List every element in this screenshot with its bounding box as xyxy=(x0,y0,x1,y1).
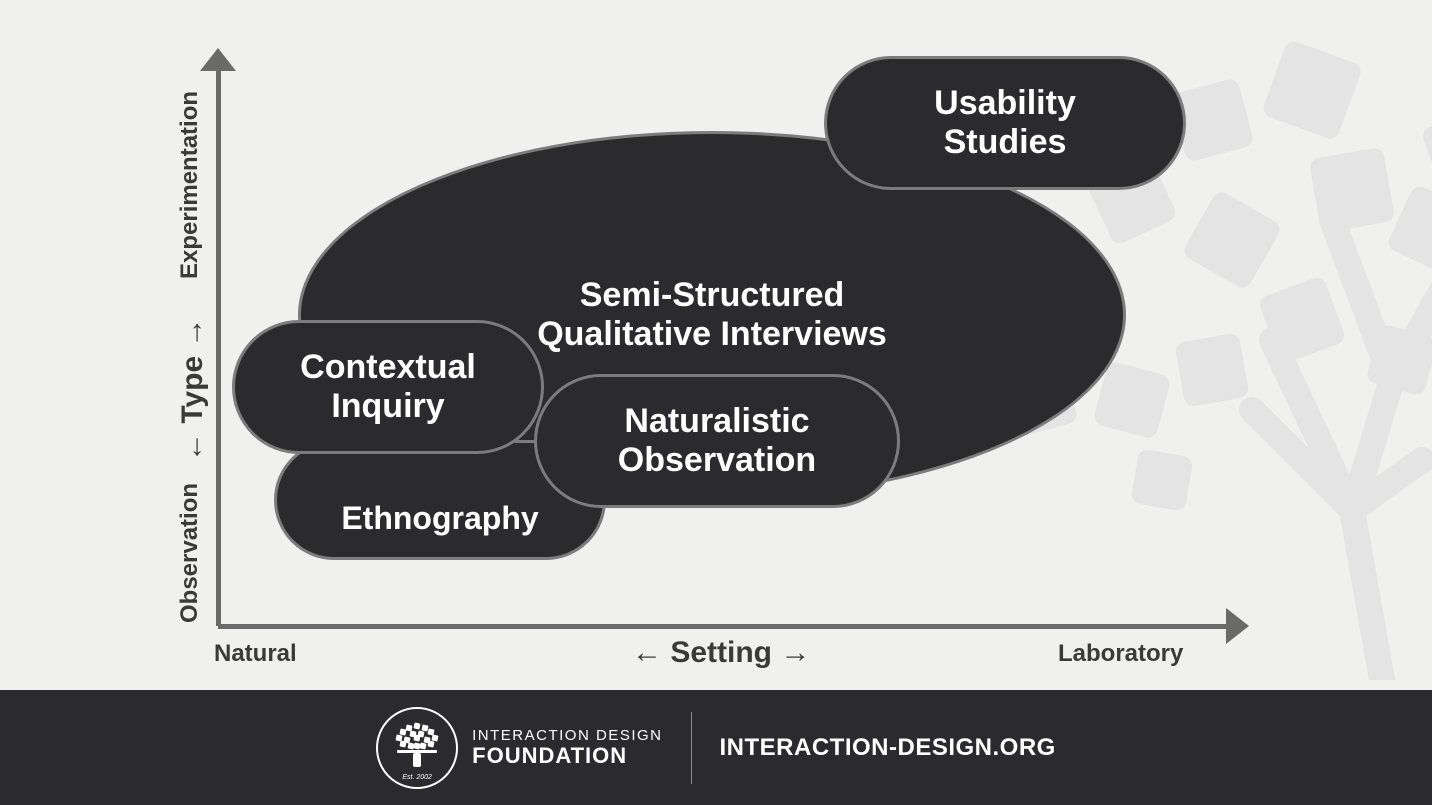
footer-url: INTERACTION-DESIGN.ORG xyxy=(720,734,1056,762)
x-axis xyxy=(218,624,1228,629)
footer-divider xyxy=(691,712,692,784)
logo-line2: FOUNDATION xyxy=(472,744,662,767)
footer-bar: Est. 2002 INTERACTION DESIGN FOUNDATION … xyxy=(0,690,1432,805)
x-label-natural: Natural xyxy=(214,640,297,668)
logo-text: INTERACTION DESIGN FOUNDATION xyxy=(472,728,662,767)
node-label: Naturalistic Observation xyxy=(618,402,816,480)
node-label: Ethnography xyxy=(341,500,538,537)
y-label-observation: Observation xyxy=(176,478,204,628)
y-axis-arrowhead-icon xyxy=(200,48,236,71)
x-axis-arrowhead-icon xyxy=(1226,608,1249,644)
y-label-type: ← Type → xyxy=(176,310,210,470)
footer-logo: Est. 2002 INTERACTION DESIGN FOUNDATION xyxy=(376,707,662,789)
diagram-canvas: Observation ← Type → Experimentation Nat… xyxy=(0,0,1432,805)
node-label: Semi-Structured Qualitative Interviews xyxy=(537,276,887,354)
y-label-experimentation: Experimentation xyxy=(176,80,204,290)
node-label: Contextual Inquiry xyxy=(300,348,476,426)
logo-line1: INTERACTION DESIGN xyxy=(472,728,662,744)
node-label: Usability Studies xyxy=(934,84,1076,162)
logo-circle-icon: Est. 2002 xyxy=(376,707,458,789)
x-label-setting: ← Setting → xyxy=(632,636,810,670)
node-naturalistic-observation: Naturalistic Observation xyxy=(534,374,900,508)
logo-est: Est. 2002 xyxy=(378,774,456,781)
node-usability-studies: Usability Studies xyxy=(824,56,1186,190)
x-label-laboratory: Laboratory xyxy=(1058,640,1183,668)
y-axis xyxy=(216,66,221,626)
node-contextual-inquiry: Contextual Inquiry xyxy=(232,320,544,454)
